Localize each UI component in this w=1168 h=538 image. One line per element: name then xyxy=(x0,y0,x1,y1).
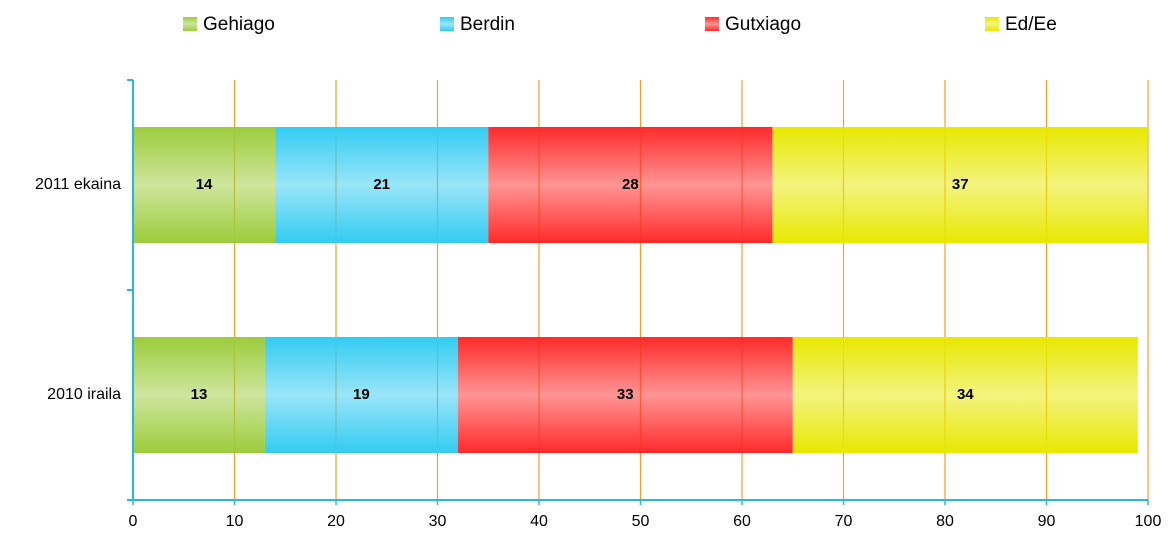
legend-label: Gutxiago xyxy=(725,14,801,35)
x-tick-label: 0 xyxy=(129,513,138,530)
y-tick-label: 2010 iraila xyxy=(47,386,121,403)
x-tick-label: 20 xyxy=(327,513,345,530)
x-tick-label: 50 xyxy=(632,513,650,530)
x-tick-label: 70 xyxy=(835,513,853,530)
bar-segment xyxy=(133,127,276,243)
bar-segment xyxy=(275,127,489,243)
legend-swatch xyxy=(440,17,454,31)
legend-swatch xyxy=(985,17,999,31)
bar-segment xyxy=(488,127,773,243)
x-tick-label: 60 xyxy=(733,513,751,530)
y-tick-label: 2011 ekaina xyxy=(35,176,121,193)
x-tick-label: 80 xyxy=(936,513,954,530)
data-label: 28 xyxy=(622,176,639,193)
legend-label: Berdin xyxy=(460,14,515,35)
bar-segment xyxy=(792,337,1138,453)
legend-swatch xyxy=(705,17,719,31)
data-label: 14 xyxy=(196,176,213,193)
bar-segment xyxy=(133,337,265,453)
legend-swatch xyxy=(183,17,197,31)
x-tick-label: 40 xyxy=(530,513,548,530)
x-tick-label: 10 xyxy=(226,513,244,530)
bar-segment xyxy=(264,337,458,453)
x-tick-label: 30 xyxy=(429,513,447,530)
x-tick-label: 100 xyxy=(1135,513,1162,530)
data-label: 19 xyxy=(353,386,370,403)
data-label: 13 xyxy=(191,386,208,403)
data-label: 33 xyxy=(617,386,634,403)
bar-segment xyxy=(457,337,793,453)
x-tick-label: 90 xyxy=(1038,513,1056,530)
legend-label: Ed/Ee xyxy=(1005,14,1057,35)
data-label: 37 xyxy=(952,176,969,193)
bar-segment xyxy=(772,127,1148,243)
data-label: 34 xyxy=(957,386,974,403)
data-label: 21 xyxy=(373,176,390,193)
legend-label: Gehiago xyxy=(203,14,275,35)
